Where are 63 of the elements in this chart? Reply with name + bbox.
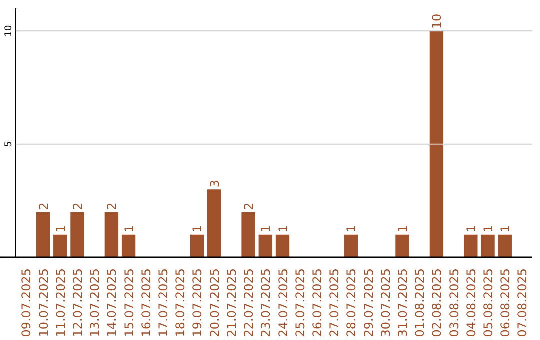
data-label: 1: [54, 225, 68, 233]
x-tick-label: 21.07.2025: [224, 268, 239, 338]
x-tick-label: 17.07.2025: [156, 268, 171, 338]
x-tick-label: 23.07.2025: [259, 268, 274, 338]
bar: [54, 234, 68, 258]
x-tick-label: 01.08.2025: [413, 268, 428, 338]
x-tick-label: 02.08.2025: [430, 268, 444, 338]
x-tick-label: 05.08.2025: [482, 268, 496, 338]
data-label: 1: [122, 225, 136, 233]
x-tick-label: 20.07.2025: [208, 268, 222, 338]
x-tick-label: 31.07.2025: [396, 268, 410, 338]
x-tick-label: 12.07.2025: [70, 268, 85, 338]
data-label: 1: [482, 225, 496, 233]
data-label: 1: [396, 225, 410, 233]
x-tick-label: 11.07.2025: [54, 268, 68, 338]
x-tick-label: 29.07.2025: [362, 268, 376, 338]
x-tick-label: 25.07.2025: [293, 268, 308, 338]
data-label: 10: [430, 14, 444, 30]
bar: [207, 190, 222, 258]
x-tick-label: 30.07.2025: [378, 268, 393, 338]
x-tick-label: 27.07.2025: [328, 268, 342, 338]
x-tick-label: 16.07.2025: [139, 268, 154, 338]
y-tick-label: 5: [4, 141, 15, 148]
bar: [190, 234, 204, 258]
x-tick-label: 28.07.2025: [344, 268, 359, 338]
bar: [36, 212, 50, 258]
data-label: 1: [276, 225, 290, 233]
data-label: 2: [36, 202, 51, 210]
bar: [344, 234, 358, 258]
bar: [396, 234, 410, 258]
data-label: 1: [190, 225, 205, 233]
x-tick-label: 03.08.2025: [447, 268, 462, 338]
x-tick-label: 09.07.2025: [20, 268, 34, 338]
x-tick-label: 26.07.2025: [310, 268, 324, 338]
x-tick-label: 18.07.2025: [174, 268, 188, 338]
bar: [430, 31, 444, 258]
bar: [481, 234, 495, 258]
bar: [276, 234, 290, 258]
data-label: 1: [498, 225, 513, 233]
data-label: 3: [208, 180, 222, 188]
data-label: 1: [464, 225, 478, 233]
x-tick-label: 06.08.2025: [498, 268, 513, 338]
bar: [464, 234, 478, 258]
x-tick-label: 13.07.2025: [88, 268, 102, 338]
x-tick-label: 07.08.2025: [516, 268, 530, 338]
x-tick-label: 10.07.2025: [36, 268, 51, 338]
bar: [242, 212, 256, 258]
x-tick-label: 14.07.2025: [105, 268, 120, 338]
data-label: 2: [105, 202, 120, 210]
data-label: 2: [242, 202, 256, 210]
bar: [70, 212, 84, 258]
bar: [122, 234, 136, 258]
x-tick-label: 22.07.2025: [242, 268, 256, 338]
x-tick-label: 15.07.2025: [122, 268, 136, 338]
x-tick-label: 04.08.2025: [464, 268, 478, 338]
data-label: 1: [259, 225, 274, 233]
data-label: 2: [70, 202, 85, 210]
x-tick-label: 24.07.2025: [276, 268, 290, 338]
data-label: 1: [344, 225, 359, 233]
bar: [104, 212, 119, 258]
bar: [258, 234, 272, 258]
bar: [498, 234, 512, 258]
x-tick-label: 19.07.2025: [190, 268, 205, 338]
